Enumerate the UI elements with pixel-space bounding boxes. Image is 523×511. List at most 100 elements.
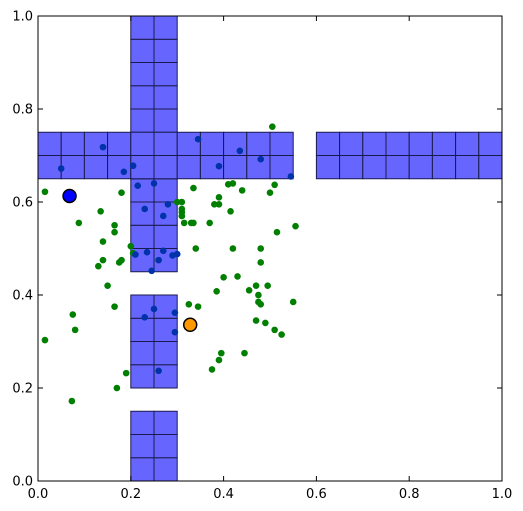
free-sample-point — [238, 187, 246, 194]
free-sample-point — [245, 287, 253, 294]
free-sample-point — [229, 245, 237, 252]
obstacle-cell — [199, 131, 225, 156]
obstacle-sample-point — [141, 205, 149, 213]
free-sample-point — [255, 291, 262, 299]
obstacle-cell — [223, 155, 248, 180]
free-sample-point — [111, 221, 118, 229]
x-tick-label: 0.8 — [399, 487, 420, 502]
obstacle-sample-point — [148, 267, 155, 275]
free-sample-point — [257, 259, 265, 266]
goal-marker — [182, 317, 198, 333]
free-sample-point — [257, 301, 265, 308]
obstacle-cell — [153, 62, 178, 87]
obstacle-cell — [130, 317, 155, 342]
free-sample-point — [194, 303, 202, 310]
free-sample-point — [111, 303, 118, 310]
obstacle-cell — [455, 155, 480, 180]
free-sample-point — [220, 274, 227, 281]
obstacle-cell — [130, 410, 155, 435]
obstacle-cell — [431, 155, 457, 180]
free-sample-point — [271, 181, 278, 189]
obstacle-cell — [408, 155, 433, 180]
obstacle-sample-point — [129, 162, 137, 170]
obstacle-cell — [408, 131, 433, 156]
obstacle-cell — [176, 131, 201, 156]
obstacle-cell — [37, 155, 62, 180]
x-tick-label: 0.0 — [28, 487, 49, 502]
obstacle-sample-point — [236, 147, 244, 155]
obstacle-sample-point — [159, 212, 167, 220]
obstacle-cell — [315, 155, 341, 180]
free-sample-point — [213, 287, 220, 295]
obstacle-cell — [455, 131, 480, 156]
x-tick-label: 0.4 — [213, 487, 234, 502]
obstacle-sample-point — [164, 201, 172, 208]
obstacle-cell — [153, 224, 178, 249]
free-sample-point — [118, 256, 125, 264]
free-sample-point — [234, 273, 241, 280]
obstacle-cell — [339, 131, 364, 156]
free-sample-point — [192, 245, 200, 252]
obstacle-sample-point — [287, 173, 295, 180]
x-tick-label: 0.2 — [120, 487, 141, 502]
obstacle-cell — [130, 38, 155, 63]
obstacle-cell — [385, 131, 410, 156]
free-sample-point — [269, 123, 276, 130]
obstacle-sample-point — [194, 135, 202, 143]
obstacle-cell — [83, 155, 109, 180]
axis-ticks: 0.0 0.2 0.4 0.6 0.8 1.0 0.0 0.2 0.4 0.6 0.8 1.0 — [12, 10, 512, 503]
obstacle-cell — [153, 178, 178, 203]
obstacle-cell — [60, 155, 85, 180]
free-sample-point — [41, 336, 49, 344]
free-sample-point — [185, 301, 193, 308]
obstacle-cell — [315, 131, 341, 156]
free-sample-point — [278, 331, 285, 338]
free-sample-point — [97, 208, 104, 215]
free-sample-point — [41, 188, 49, 196]
free-sample-point — [178, 198, 186, 206]
obstacle-sample-point — [57, 165, 65, 172]
obstacle-cell — [130, 108, 155, 133]
obstacle-cell — [153, 410, 178, 435]
free-sample-point — [229, 180, 237, 187]
free-sample-point — [208, 366, 216, 373]
free-sample-point — [118, 189, 125, 196]
obstacle-cell — [153, 85, 178, 110]
obstacle-cell — [269, 131, 294, 156]
free-sample-point — [68, 397, 76, 405]
free-sample-point — [71, 326, 79, 334]
free-sample-point — [99, 238, 107, 245]
obstacle-cell — [130, 178, 155, 203]
obstacle-cell — [107, 155, 132, 180]
free-sample-point — [190, 219, 197, 227]
obstacle-samples-series — [57, 135, 295, 375]
obstacle-sample-point — [171, 309, 179, 316]
free-sample-point — [273, 228, 281, 236]
obstacle-sample-point — [150, 305, 158, 313]
obstacle-cell — [153, 131, 178, 156]
obstacle-cell — [223, 131, 248, 156]
obstacle-cell — [478, 131, 503, 156]
obstacle-cell — [83, 131, 109, 156]
obstacle-cell — [385, 155, 410, 180]
free-sample-point — [95, 262, 102, 270]
y-tick-label: 0.8 — [12, 103, 33, 118]
obstacle-block — [130, 410, 178, 482]
obstacle-cell — [130, 434, 155, 459]
obstacle-block — [315, 131, 503, 180]
obstacle-block — [37, 131, 294, 180]
x-tick-label: 1.0 — [492, 487, 513, 502]
free-sample-point — [264, 282, 271, 290]
obstacle-sample-point — [120, 168, 128, 176]
obstacle-sample-point — [155, 367, 162, 375]
obstacle-sample-point — [171, 328, 179, 336]
free-sample-point — [252, 317, 260, 324]
free-sample-point — [215, 194, 223, 201]
obstacle-cell — [130, 341, 155, 366]
obstacle-cell — [362, 155, 387, 180]
x-tick-label: 0.6 — [306, 487, 327, 502]
obstacle-cell — [130, 15, 155, 40]
obstacle-cell — [130, 201, 155, 226]
obstacle-cell — [130, 364, 155, 389]
